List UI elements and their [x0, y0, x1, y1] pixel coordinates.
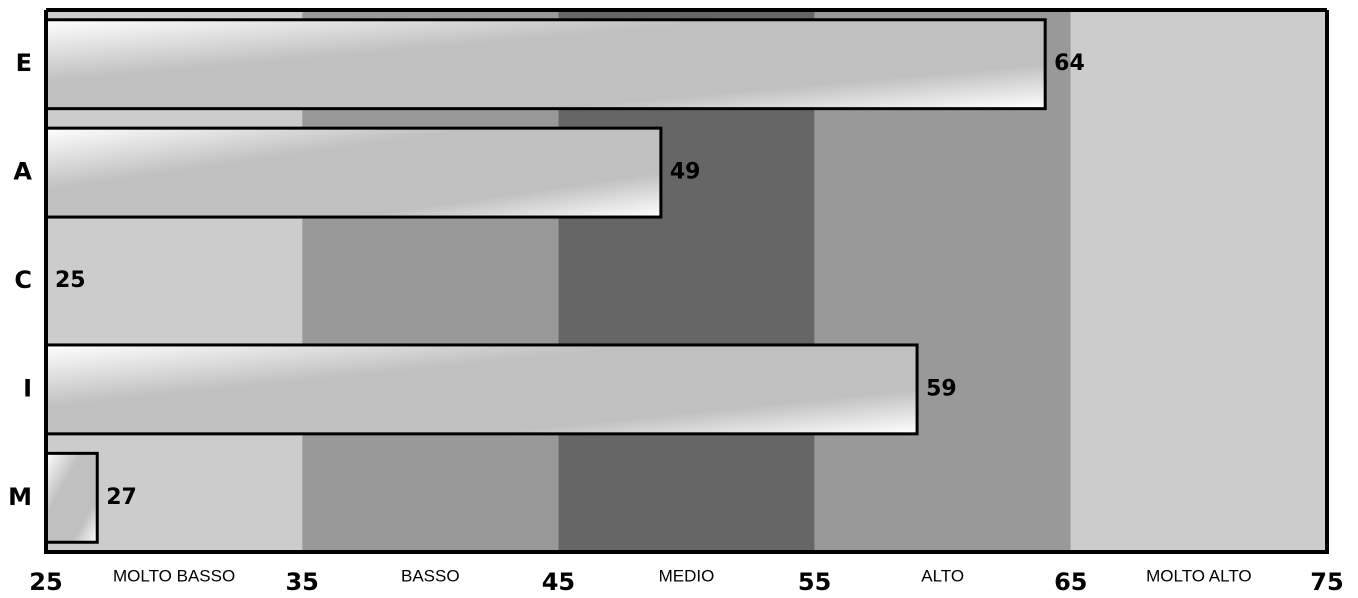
x-tick-label: 45: [542, 568, 575, 596]
bar-a: [44, 126, 663, 219]
x-tick-label: 35: [285, 568, 318, 596]
value-labels: 64 49 25 59 27: [55, 51, 1085, 510]
bar-i: [44, 343, 919, 436]
band-label-medio: MEDIO: [659, 566, 715, 585]
value-label-i: 59: [926, 376, 957, 401]
axes: [44, 8, 1329, 554]
band-label-alto: ALTO: [921, 566, 964, 585]
category-labels: E A C I M: [8, 49, 32, 511]
x-tick-label: 65: [1054, 568, 1087, 596]
band-molto-alto: [1070, 10, 1327, 552]
band-label-molto-alto: MOLTO ALTO: [1146, 566, 1252, 585]
category-label-c: C: [14, 266, 32, 294]
x-tick-label: 25: [29, 568, 62, 596]
x-tick-labels: 25 35 45 55 65 75: [29, 568, 1343, 596]
category-label-a: A: [13, 158, 32, 186]
value-label-c: 25: [55, 268, 86, 293]
band-labels: MOLTO BASSO BASSO MEDIO ALTO MOLTO ALTO: [113, 566, 1252, 585]
bar-e: [44, 18, 1047, 111]
value-label-m: 27: [106, 485, 137, 510]
x-tick-label: 75: [1310, 568, 1343, 596]
value-label-a: 49: [670, 160, 701, 185]
category-label-m: M: [8, 483, 32, 511]
band-label-basso: BASSO: [401, 566, 460, 585]
x-tick-label: 55: [798, 568, 831, 596]
category-label-e: E: [16, 49, 32, 77]
bar-m: [44, 451, 99, 544]
bars: [44, 18, 1047, 544]
value-label-e: 64: [1054, 51, 1085, 76]
band-label-molto-basso: MOLTO BASSO: [113, 566, 235, 585]
category-label-i: I: [23, 374, 32, 402]
